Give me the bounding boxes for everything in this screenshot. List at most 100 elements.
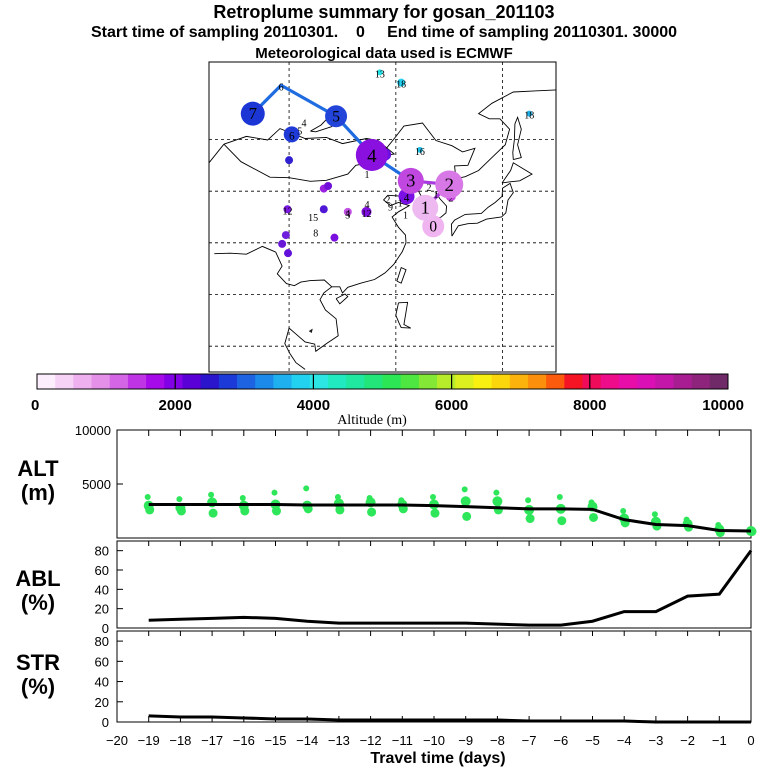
alt-point [144, 493, 151, 500]
colorbar-swatch [164, 374, 183, 389]
trajectory-marker [412, 194, 439, 221]
colorbar-swatch [418, 374, 438, 389]
alt-panel: 10000 5000 [75, 423, 757, 539]
x-tick-label: −15 [264, 733, 286, 748]
map-panel: 634218131618124120123456745121124193158 [208, 61, 557, 373]
trajectory-marker [397, 167, 424, 194]
alt-y-tick-label: 10000 [75, 423, 111, 438]
cluster-marker [285, 156, 294, 165]
cluster-marker [324, 182, 333, 190]
cluster-marker-label: 4 [345, 209, 350, 220]
x-tick-label: −9 [458, 733, 473, 748]
colorbar-swatch [346, 374, 365, 389]
x-axis: −20 −19 −18 −17 −16 −15 −14 −13 −12 −11 −10 −9 −8 −7−… [106, 716, 755, 748]
colorbar-swatch [618, 374, 638, 389]
x-tick-label: −20 [106, 733, 128, 748]
colorbar-swatch [364, 374, 383, 389]
trajectory-marker [435, 170, 464, 199]
x-tick-label: −16 [233, 733, 255, 748]
x-tick-label: −17 [201, 733, 223, 748]
alt-median-line [148, 503, 752, 533]
colorbar-swatch [437, 374, 456, 389]
coastline-10 [379, 122, 476, 180]
str-y-tick-label: 20 [95, 695, 109, 710]
end-time-label: End time of sampling 20110301. 30000 [387, 24, 678, 41]
colorbar-swatch [582, 374, 602, 389]
trajectory-marker-label: 0 [429, 218, 437, 235]
alt-point [303, 485, 310, 492]
x-tick-label: −2 [680, 733, 695, 748]
str-y-tick-label: 40 [95, 675, 109, 690]
colorbar-swatch [237, 374, 256, 389]
colorbar-swatch [709, 374, 729, 389]
coastline-13 [208, 143, 225, 164]
alt-point [176, 496, 183, 503]
abl-y-tick-label: 80 [95, 544, 109, 559]
alt-point [461, 486, 468, 493]
colorbar-swatch [55, 374, 74, 389]
altitude-colorbar: 0 2000 4000 6000 8000 10000 [31, 373, 744, 414]
colorbar-tick-label: 8000 [573, 397, 606, 414]
str-y-tick-label: 0 [102, 715, 109, 730]
alt-label: ALT [17, 456, 59, 481]
colorbar-swatch [473, 374, 493, 389]
alt-point [493, 489, 500, 496]
abl-y-tick-label: 60 [95, 563, 109, 578]
coastline-6 [450, 182, 514, 237]
alt-point [334, 493, 341, 500]
map-day-label: 5 [297, 127, 302, 138]
trajectory-marker-label: 1 [421, 198, 430, 218]
x-tick-label: −10 [423, 733, 445, 748]
map-day-label: 1 [398, 199, 403, 210]
alt-point [747, 527, 757, 537]
alt-point [303, 504, 313, 514]
colorbar-swatch [273, 374, 292, 389]
cluster-marker-label: 12 [361, 209, 371, 220]
cluster-marker [281, 231, 290, 240]
x-tick-label: 0 [747, 733, 754, 748]
alt-point [430, 493, 436, 500]
alt-point [556, 493, 563, 500]
trajectory-marker [240, 101, 265, 126]
x-tick-label: −12 [360, 733, 382, 748]
x-tick-label: −19 [138, 733, 160, 748]
x-tick-label: −14 [296, 733, 318, 748]
trajectory-marker-label: 5 [332, 108, 340, 125]
trajectory-marker-label: 3 [406, 171, 415, 191]
abl-panel: 80 60 40 20 0 [95, 540, 753, 636]
abl-y-tick-label: 20 [95, 602, 109, 617]
trajectory-marker-label: 7 [249, 104, 257, 123]
x-tick-label: −13 [328, 733, 350, 748]
colorbar-tick-label: 4000 [297, 397, 330, 414]
alt-unit: (m) [21, 480, 55, 505]
str-y-tick-label: 60 [95, 654, 109, 669]
str-line [148, 714, 751, 724]
colorbar-swatch [637, 374, 656, 389]
coastline-15 [309, 328, 313, 333]
cluster-marker [284, 249, 293, 258]
x-tick-label: −4 [617, 733, 632, 748]
alt-point [145, 505, 155, 515]
colorbar-swatch [127, 374, 147, 389]
cluster-marker-label: 18 [396, 80, 406, 91]
cluster-marker [319, 205, 328, 214]
colorbar-swatch [291, 374, 311, 389]
trajectory-marker [325, 105, 348, 128]
x-tick-label: −1 [712, 733, 727, 748]
cluster-marker [330, 233, 339, 242]
map-day-label: 4 [365, 200, 370, 211]
trajectory-marker [422, 215, 445, 238]
colorbar-swatch [255, 374, 274, 389]
x-tick-label: −8 [490, 733, 505, 748]
x-tick-label: −3 [648, 733, 663, 748]
cluster-marker-label: 4 [404, 192, 410, 204]
alt-point [620, 508, 627, 514]
x-tick-label: −6 [553, 733, 568, 748]
cluster-marker [283, 126, 300, 143]
map-day-label: 4 [302, 118, 307, 129]
coastline-5 [512, 115, 522, 161]
alt-point [240, 506, 250, 516]
alt-point [525, 497, 532, 504]
alt-point [492, 496, 503, 507]
